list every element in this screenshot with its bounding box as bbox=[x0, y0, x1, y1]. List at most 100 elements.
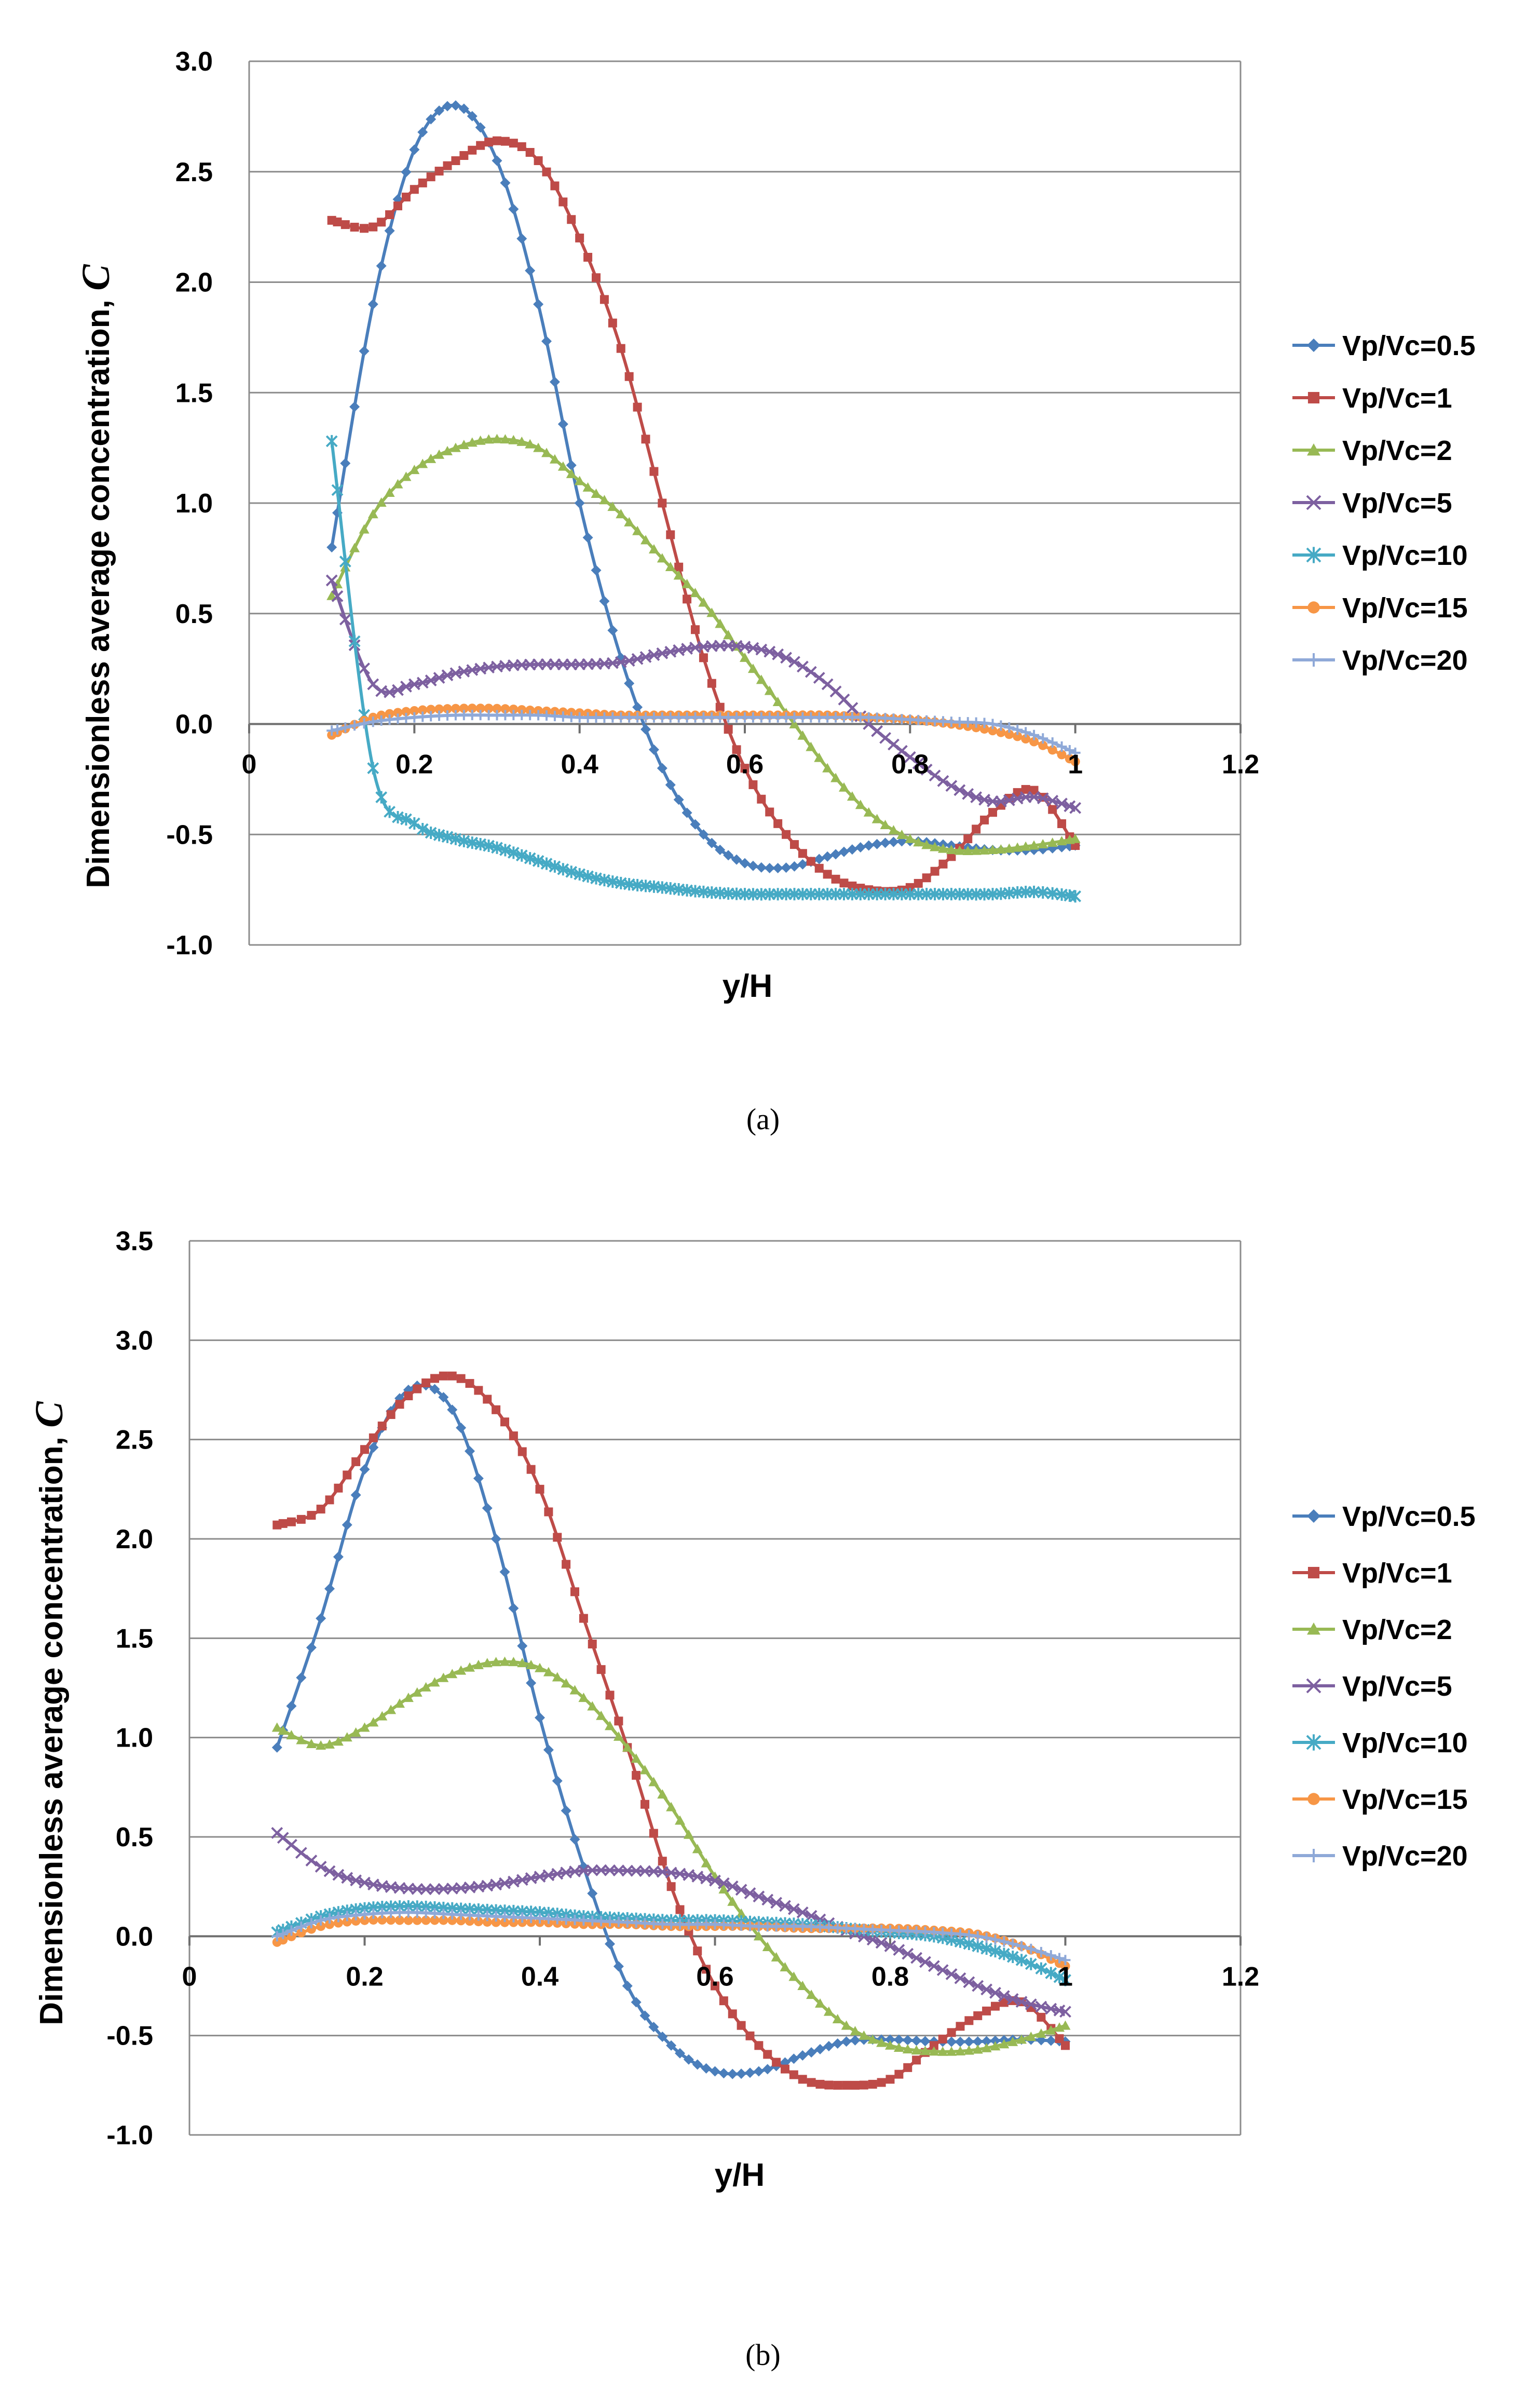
data-point bbox=[711, 1981, 719, 1991]
data-point bbox=[1047, 745, 1057, 755]
data-point bbox=[535, 1913, 545, 1924]
data-point bbox=[350, 223, 359, 232]
y-axis-label-b: Dimensionless average concentration, C bbox=[28, 1401, 71, 2025]
data-point bbox=[764, 645, 776, 658]
data-point bbox=[745, 2067, 755, 2078]
data-point bbox=[830, 849, 841, 860]
data-point bbox=[963, 2036, 974, 2047]
data-point bbox=[607, 502, 618, 511]
data-point bbox=[447, 1915, 457, 1925]
data-point bbox=[954, 845, 965, 855]
legend-label: Vp/Vc=20 bbox=[1342, 1841, 1468, 1872]
legend-item: Vp/Vc=20 bbox=[1292, 1841, 1468, 1872]
data-point bbox=[640, 724, 651, 735]
data-point bbox=[465, 1916, 474, 1926]
data-point bbox=[500, 1917, 510, 1927]
data-point bbox=[426, 705, 436, 714]
data-point bbox=[526, 1659, 537, 1669]
data-point bbox=[574, 498, 585, 508]
data-point bbox=[613, 1916, 624, 1927]
data-point bbox=[806, 1921, 817, 1932]
y-tick-label: 2.0 bbox=[175, 268, 213, 298]
data-point bbox=[879, 732, 891, 744]
data-point bbox=[377, 1711, 388, 1721]
data-point bbox=[996, 727, 1006, 737]
data-point bbox=[349, 543, 360, 552]
data-point bbox=[830, 773, 841, 782]
data-point bbox=[855, 842, 866, 853]
data-point bbox=[981, 2036, 992, 2047]
data-point bbox=[832, 2013, 843, 2023]
data-point bbox=[641, 435, 650, 444]
data-point bbox=[692, 2059, 703, 2070]
data-point bbox=[876, 1925, 887, 1936]
legend-item: Vp/Vc=5 bbox=[1292, 488, 1452, 519]
data-point bbox=[744, 1887, 756, 1899]
data-point bbox=[1059, 2006, 1071, 2018]
data-point bbox=[937, 1927, 948, 1938]
series-line bbox=[276, 1660, 1066, 2053]
data-point bbox=[690, 588, 701, 598]
data-point bbox=[1021, 734, 1031, 744]
data-point bbox=[499, 1656, 510, 1666]
data-point bbox=[839, 782, 849, 792]
data-point bbox=[401, 167, 412, 178]
y-axis-label-text-b: Dimensionless average concentration, bbox=[34, 1428, 70, 2025]
data-point bbox=[920, 2036, 931, 2047]
data-point bbox=[416, 677, 429, 689]
data-point bbox=[474, 1386, 483, 1395]
data-point bbox=[359, 524, 370, 534]
data-point bbox=[1054, 1953, 1065, 1964]
data-point bbox=[368, 1908, 379, 1919]
y-tick-label: 2.5 bbox=[175, 157, 213, 187]
data-point bbox=[582, 482, 593, 492]
data-point bbox=[608, 318, 617, 328]
data-point bbox=[1056, 741, 1067, 752]
data-point bbox=[850, 2026, 861, 2036]
series-line bbox=[330, 579, 1076, 810]
data-point bbox=[286, 1925, 297, 1936]
data-point bbox=[702, 1965, 711, 1974]
data-point bbox=[394, 1907, 405, 1918]
data-point bbox=[764, 685, 775, 695]
series-vp-vc-1 bbox=[272, 1371, 1070, 2090]
data-point bbox=[692, 1919, 703, 1930]
data-point bbox=[525, 148, 535, 157]
data-point bbox=[911, 1926, 922, 1937]
data-point bbox=[639, 1765, 650, 1775]
data-point bbox=[946, 1928, 957, 1939]
y-tick-label: -1.0 bbox=[106, 2120, 153, 2150]
data-point bbox=[1004, 729, 1014, 739]
data-point bbox=[745, 2031, 755, 2040]
data-point bbox=[565, 865, 578, 878]
legend-marker bbox=[1306, 1678, 1321, 1694]
data-point bbox=[331, 483, 344, 496]
data-point bbox=[658, 498, 667, 508]
data-point bbox=[350, 1874, 362, 1887]
data-point bbox=[1064, 745, 1075, 755]
data-point bbox=[535, 1484, 544, 1494]
data-point bbox=[439, 1371, 448, 1381]
data-point bbox=[552, 1672, 563, 1682]
data-point bbox=[1060, 2020, 1071, 2030]
data-point bbox=[499, 1566, 510, 1577]
y-tick-label: 3.0 bbox=[116, 1326, 153, 1356]
data-point bbox=[612, 1864, 625, 1877]
data-point bbox=[980, 1983, 993, 1996]
data-point bbox=[287, 1931, 296, 1941]
data-point bbox=[349, 720, 360, 731]
data-point bbox=[911, 2045, 922, 2055]
data-point bbox=[885, 1925, 895, 1936]
data-point bbox=[789, 719, 800, 728]
data-point bbox=[929, 769, 941, 782]
data-point bbox=[475, 435, 486, 445]
data-point bbox=[798, 849, 807, 858]
data-point bbox=[807, 2078, 816, 2087]
legend-label: Vp/Vc=5 bbox=[1342, 488, 1452, 519]
data-point bbox=[386, 1915, 396, 1925]
data-point bbox=[516, 436, 527, 446]
data-point bbox=[665, 779, 676, 790]
data-point bbox=[483, 1395, 492, 1404]
data-point bbox=[938, 843, 948, 853]
data-point bbox=[557, 461, 568, 471]
